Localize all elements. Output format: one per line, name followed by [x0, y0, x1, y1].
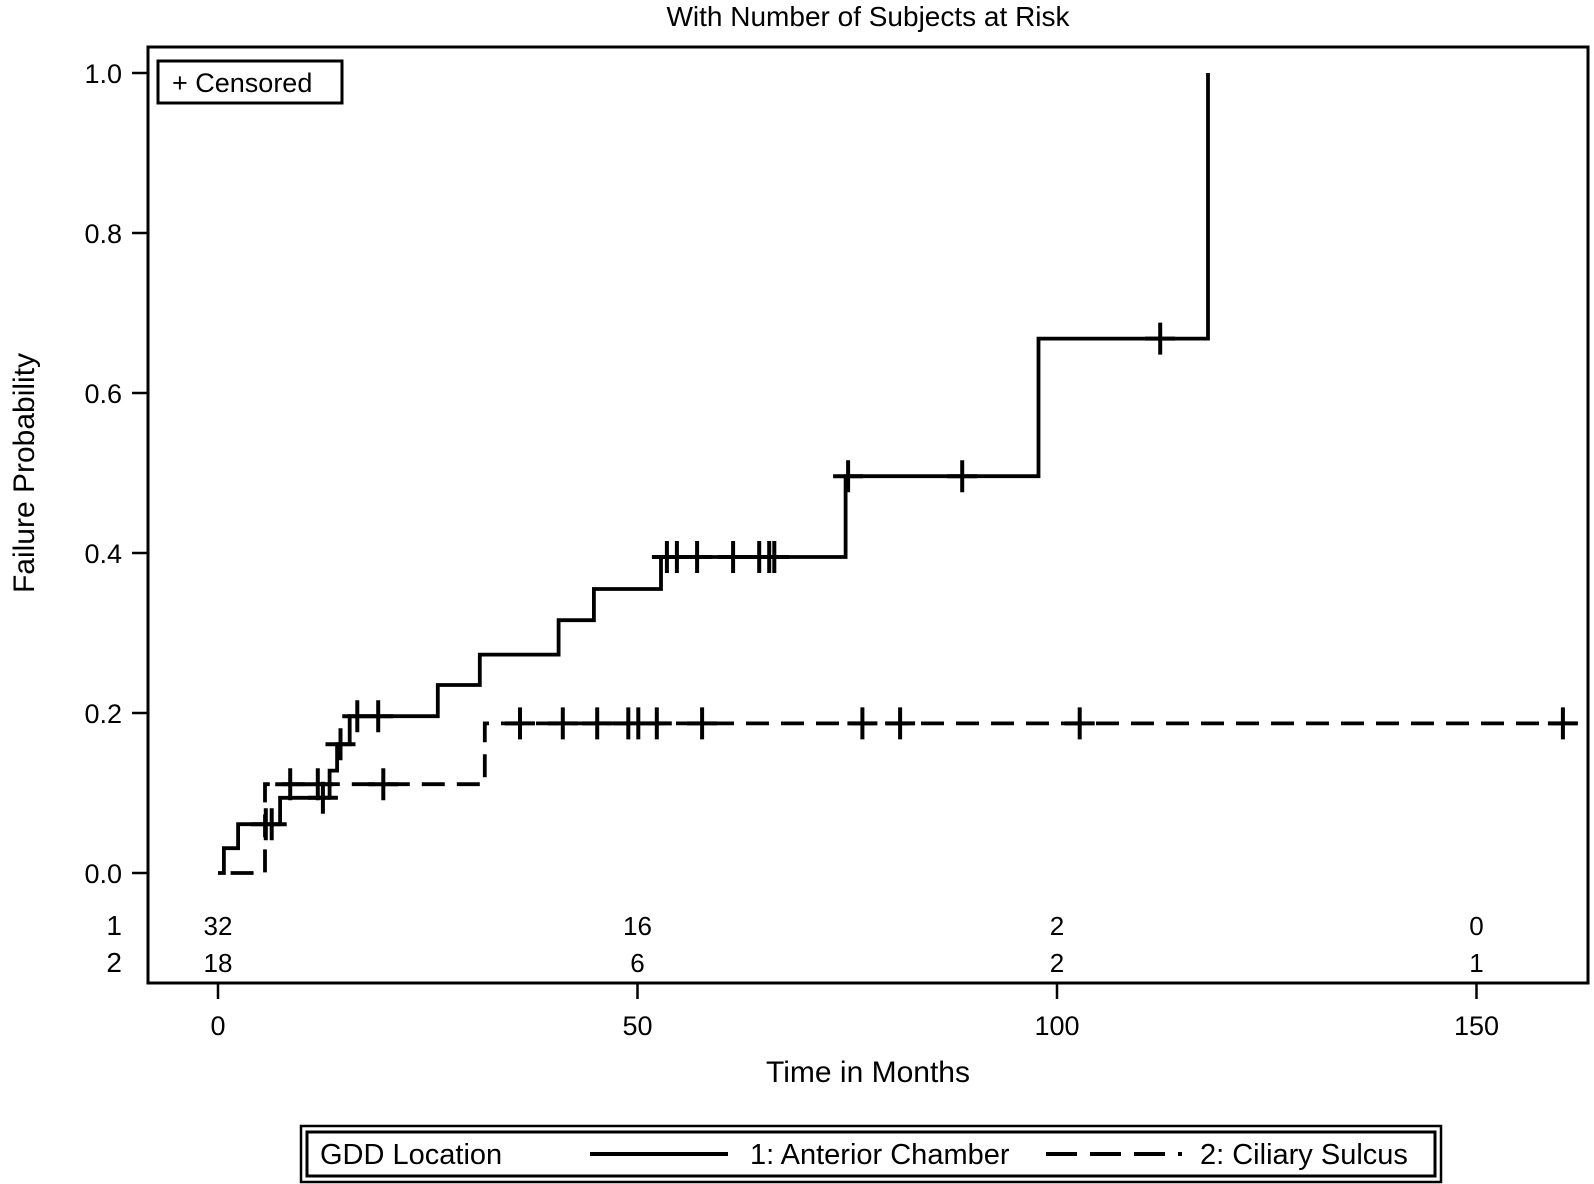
at-risk-count: 16: [623, 911, 652, 941]
y-axis-label: Failure Probability: [8, 353, 41, 593]
x-tick-label: 50: [622, 1011, 652, 1041]
at-risk-count: 32: [204, 911, 233, 941]
y-axis-tick-labels: 0.0 0.2 0.4 0.6 0.8 1.0: [84, 59, 122, 889]
at-risk-count: 2: [1050, 911, 1064, 941]
censored-legend-label: + Censored: [172, 68, 312, 98]
at-risk-count: 1: [1469, 948, 1483, 978]
x-axis-ticks: [216, 983, 1478, 999]
y-tick-label: 0.0: [84, 859, 122, 889]
y-tick-label: 0.2: [84, 699, 122, 729]
ciliary-sulcus-curve: [230, 721, 1563, 875]
x-axis-label: Time in Months: [766, 1056, 970, 1089]
y-tick-label: 0.8: [84, 219, 122, 249]
plot-frame: [146, 45, 1590, 985]
legend-title: GDD Location: [320, 1139, 502, 1171]
at-risk-count: 2: [1050, 948, 1064, 978]
anterior-chamber-curve: [218, 73, 1210, 875]
legend-outer-border: [299, 1124, 1443, 1184]
x-tick-label: 150: [1454, 1011, 1499, 1041]
legend-inner-border: [305, 1130, 1437, 1178]
chart-title: With Number of Subjects at Risk: [666, 1, 1070, 32]
anterior-chamber-censor-marks: [250, 322, 1176, 841]
y-tick-label: 0.6: [84, 379, 122, 409]
x-tick-label: 100: [1034, 1011, 1079, 1041]
at-risk-count: 0: [1469, 911, 1483, 941]
y-tick-label: 1.0: [84, 59, 122, 89]
at-risk-count: 6: [630, 948, 644, 978]
at-risk-count: 18: [204, 948, 233, 978]
ciliary-sulcus-censor-marks: [275, 707, 1578, 801]
at-risk-row-label: 2: [106, 947, 122, 978]
at-risk-row-label: 1: [106, 910, 122, 941]
y-tick-label: 0.4: [84, 539, 122, 569]
x-tick-label: 0: [210, 1011, 225, 1041]
legend-entry-label: 1: Anterior Chamber: [750, 1139, 1010, 1171]
legend-entry-label: 2: Ciliary Sulcus: [1200, 1139, 1408, 1171]
censored-legend-box: [156, 59, 344, 105]
x-axis-tick-labels: 0 50 100 150: [210, 1011, 1499, 1041]
series-layer: [218, 73, 1578, 875]
at-risk-table: 1 2 32 16 2 0 18 6 2 1: [106, 910, 1483, 978]
group-legend: GDD Location 1: Anterior Chamber 2: Cili…: [299, 1124, 1443, 1184]
y-axis-ticks: [132, 71, 148, 875]
censored-legend: + Censored: [156, 59, 344, 105]
